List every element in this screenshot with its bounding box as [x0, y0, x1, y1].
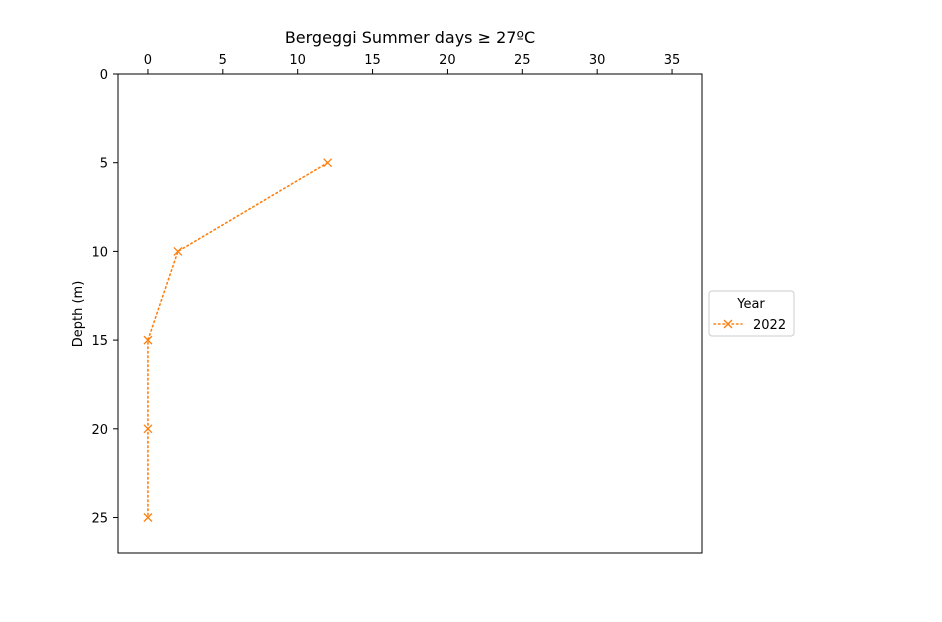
x-tick-label: 35 [664, 53, 681, 68]
x-axis-ticks: 0 5 10 15 20 25 30 35 [144, 53, 681, 74]
x-tick-label: 15 [364, 53, 381, 68]
legend-box [708, 290, 795, 337]
y-tick-label: 15 [91, 334, 108, 349]
y-tick-label: 25 [91, 512, 108, 527]
legend-title: Year [736, 297, 765, 312]
y-tick-label: 5 [100, 157, 108, 172]
data-point-marker [143, 513, 153, 522]
x-tick-label: 20 [439, 53, 456, 68]
y-axis-label: Depth (m) [71, 281, 86, 348]
y-tick-label: 0 [100, 68, 108, 83]
marker-stroke [143, 335, 153, 345]
data-point-marker [323, 158, 333, 168]
data-point-marker [173, 246, 183, 256]
marker-stroke [723, 319, 733, 329]
series-layer [143, 158, 333, 522]
y-tick-label: 10 [91, 245, 108, 260]
legend-entries: 2022 [713, 318, 786, 333]
x-tick-label: 25 [514, 53, 531, 68]
data-point-marker [143, 335, 153, 345]
x-tick-label: 10 [289, 53, 306, 68]
marker-stroke [323, 158, 333, 168]
legend: Year 2022 [708, 290, 795, 337]
plot-area-frame [117, 73, 703, 554]
x-tick-label: 5 [219, 53, 227, 68]
data-point-marker [143, 424, 153, 434]
marker-stroke [143, 513, 153, 522]
marker-stroke [173, 246, 183, 256]
legend-marker [723, 319, 733, 329]
y-axis-ticks: 0 5 10 15 20 25 [91, 68, 118, 527]
x-tick-label: 30 [589, 53, 606, 68]
chart-title: Bergeggi Summer days ≥ 27ºC [285, 28, 535, 47]
x-tick-label: 0 [144, 53, 152, 68]
marker-stroke [143, 424, 153, 434]
legend-label: 2022 [753, 318, 786, 333]
y-tick-label: 20 [91, 423, 108, 438]
